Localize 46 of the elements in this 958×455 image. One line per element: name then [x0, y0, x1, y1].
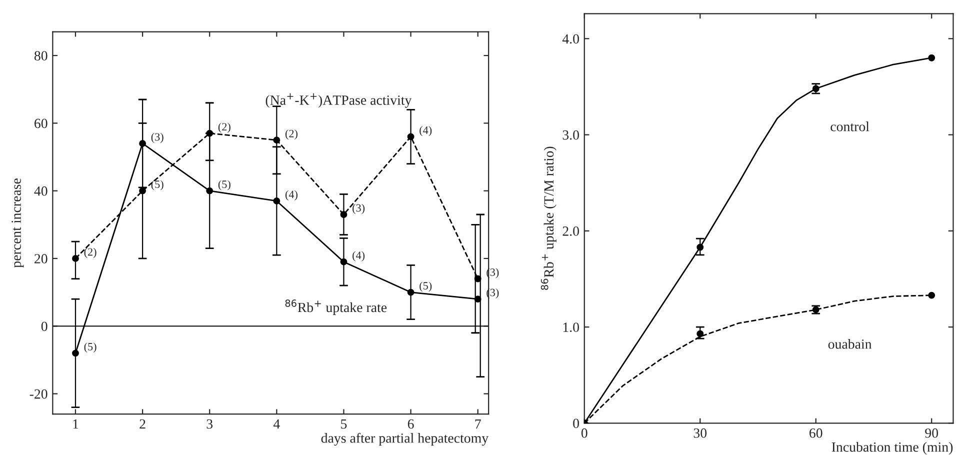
- annotation: (4): [420, 126, 432, 136]
- y-tick-label: 60: [34, 118, 48, 128]
- x-tick-label: 60: [810, 428, 822, 438]
- y-tick-label: 4.0: [562, 34, 579, 44]
- x-tick-label: 1: [73, 419, 78, 429]
- annotation: (4): [352, 251, 365, 262]
- y-axis-title: $^{86}$Rb$^{+}$ uptake (T/M ratio): [540, 146, 556, 290]
- annotation: (5): [218, 180, 230, 190]
- annotation: (2): [84, 248, 96, 258]
- annotation: (2): [218, 122, 230, 133]
- y-tick-label: 1.0: [563, 322, 579, 332]
- annotation: (3): [352, 204, 365, 214]
- x-tick-label: 2: [140, 419, 146, 429]
- point: [474, 296, 482, 303]
- x-tick-label: 30: [694, 428, 707, 438]
- y-tick-label: 20: [34, 254, 48, 264]
- text: ouabain: [828, 339, 872, 349]
- annotation: (3): [151, 132, 164, 143]
- x-axis-title: Incubation time (min): [832, 442, 953, 455]
- annotation: (5): [420, 282, 432, 292]
- annotation: (5): [84, 342, 96, 353]
- y-tick-label: 2.0: [562, 226, 579, 236]
- series-label: $^{86}$Rb$^{+}$ uptake rate: [285, 300, 387, 315]
- x-tick-label: 0: [581, 428, 588, 438]
- x-tick-label: 6: [408, 419, 414, 429]
- y-tick-label: 80: [34, 51, 48, 60]
- series-label: (Na$^{+}$-K$^{+}$)ATPase activity: [266, 93, 412, 108]
- x-tick-label: 3: [206, 419, 213, 429]
- annotation: (2): [285, 129, 298, 140]
- annotation: (4): [285, 190, 298, 200]
- y-tick-label: 3.0: [562, 130, 579, 140]
- point: [928, 54, 936, 62]
- x-tick-label: 90: [925, 428, 938, 438]
- point: [696, 244, 704, 251]
- x-axis-title: days after partial hepatectomy: [321, 432, 489, 446]
- x-tick-label: 5: [341, 419, 347, 429]
- point: [928, 292, 936, 299]
- y-tick-label: 0: [41, 322, 48, 332]
- x-tick-label: 7: [475, 419, 481, 429]
- x-tick-label: 4: [273, 419, 280, 429]
- text: control: [830, 122, 870, 132]
- point: [696, 330, 704, 338]
- y-axis-title: percent increase: [12, 178, 24, 268]
- y-tick-label: -20: [30, 389, 48, 399]
- annotation: (5): [151, 180, 164, 190]
- y-tick-label: 40: [34, 186, 48, 196]
